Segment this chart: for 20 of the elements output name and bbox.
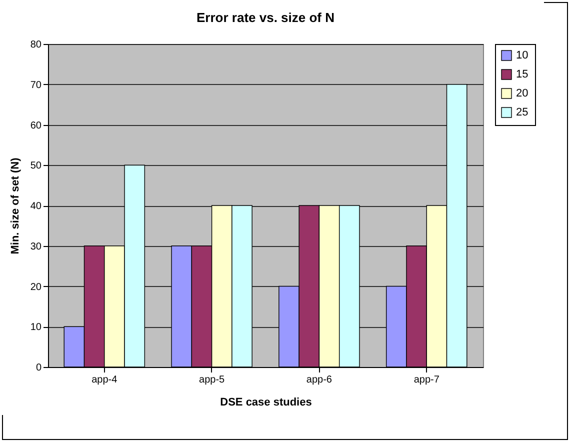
x-tick-label: app-4 xyxy=(92,374,118,386)
y-tick-label: 10 xyxy=(30,322,42,334)
y-tick-label: 20 xyxy=(30,282,42,293)
legend-label: 20 xyxy=(516,88,528,100)
x-tick-label: app-6 xyxy=(306,374,332,386)
y-tick-label: 60 xyxy=(30,120,42,132)
x-tick-label: app-5 xyxy=(199,374,226,386)
chart-title: Error rate vs. size of N xyxy=(196,10,334,25)
y-tick-label: 70 xyxy=(30,80,42,91)
legend-label: 15 xyxy=(516,68,528,80)
y-tick-label: 0 xyxy=(36,362,42,374)
y-tick-label: 40 xyxy=(30,201,42,212)
y-tick-label: 30 xyxy=(30,241,42,252)
legend-label: 25 xyxy=(516,106,528,118)
y-tick-label: 80 xyxy=(30,40,42,50)
y-tick-label: 50 xyxy=(30,160,42,172)
x-tick-label: app-7 xyxy=(414,374,440,386)
legend-label: 10 xyxy=(516,50,528,62)
x-axis-title: DSE case studies xyxy=(220,396,312,408)
y-axis-title: Min. size of set (N) xyxy=(9,157,22,254)
